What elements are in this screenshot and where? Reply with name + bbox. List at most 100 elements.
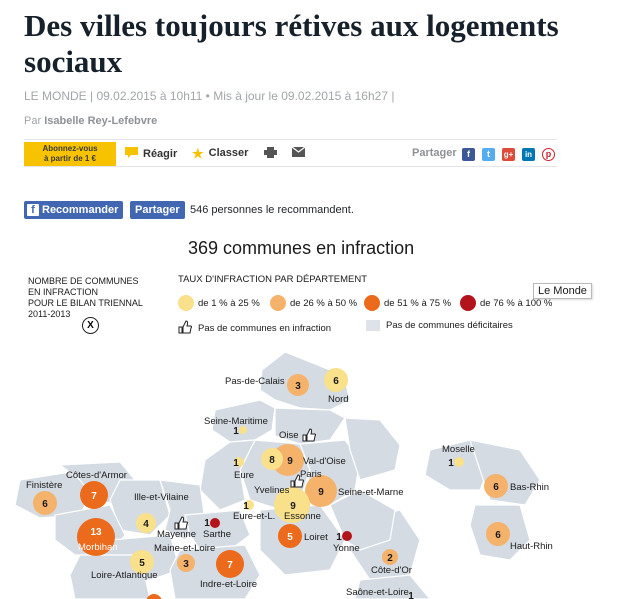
count-maine-et-loire: 3 <box>183 559 189 570</box>
bubble-morbihan[interactable] <box>77 518 115 556</box>
classer-button[interactable]: ★ Classer <box>192 147 249 160</box>
legend-dot <box>270 295 286 311</box>
bubble-ille-et-vilaine[interactable] <box>136 513 156 533</box>
legend-rate-label: de 1 % à 25 % <box>198 297 260 309</box>
bubble-seine-et-marne[interactable] <box>305 475 337 507</box>
count-eure: 1 <box>233 458 239 469</box>
label-seine-et-marne: Seine-et-Marne <box>338 487 403 498</box>
thumbs-up-markers <box>174 428 316 530</box>
comment-icon <box>125 147 138 161</box>
label-val-d-oise: Val-d'Oise <box>303 456 346 467</box>
count-cotes-d-armor: 7 <box>91 491 97 502</box>
bubble-moselle[interactable] <box>454 457 464 467</box>
count-yonne: 1 <box>336 532 342 543</box>
label-ille-et-vilaine-1: Ille-et-Vilaine <box>134 492 189 503</box>
count-moselle: 1 <box>448 458 454 469</box>
bubble-sarthe[interactable] <box>210 518 220 528</box>
count-eure-et-l: 1 <box>243 501 249 512</box>
label-eure: Eure <box>234 470 254 481</box>
count-sarthe: 1 <box>204 518 210 529</box>
article-toolbar: Abonnez-vous à partir de 1 € Réagir ★ Cl… <box>24 139 557 167</box>
bubble-yvelines[interactable] <box>261 448 283 470</box>
bubble-cote-d-or[interactable] <box>382 549 398 565</box>
bubble-haut-rhin[interactable] <box>486 522 510 546</box>
label-moselle: Moselle <box>442 444 475 455</box>
bubble-finistere[interactable] <box>33 491 57 515</box>
facebook-icon: f <box>27 204 39 216</box>
count-bas-rhin: 6 <box>493 482 499 493</box>
france-map[interactable]: 3 6 1 9 1 8 9 9 1 6 7 4 13 1 3 5 7 5 1 1… <box>0 340 620 599</box>
label-cote-d-or: Côte-d'Or <box>371 565 412 576</box>
classer-label: Classer <box>208 147 249 159</box>
count-loire-atlantique: 5 <box>139 558 145 569</box>
label-loire-atlantique: Loire-Atlantique <box>91 570 158 581</box>
count-cote-d-or: 2 <box>387 553 393 564</box>
thumbs-up-icon <box>302 428 316 442</box>
author-name[interactable]: Isabelle Rey-Lefebvre <box>44 115 158 127</box>
count-indre-et-loire: 7 <box>227 560 233 571</box>
bubble-cotes-d-armor[interactable] <box>80 481 108 509</box>
legend-rate-4: de 76 % à 100 % <box>460 295 552 311</box>
legend-caption-line: Nombre de communes <box>28 276 139 286</box>
label-yvelines: Yvelines <box>254 485 290 496</box>
count-ille-et-vilaine: 4 <box>143 519 149 530</box>
legend-caption-line: 2011-2013 <box>28 309 71 319</box>
facebook-recommend-button[interactable]: f Recommander <box>24 201 124 219</box>
bubble-maine-et-loire[interactable] <box>177 554 195 572</box>
label-finistere: Finistère <box>26 480 62 491</box>
close-icon[interactable]: X <box>82 317 99 334</box>
share-label: Partager <box>412 147 457 159</box>
legend-caption-line: pour le bilan triennal <box>28 298 143 308</box>
subscribe-line-2: à partir de 1 € <box>43 154 97 163</box>
bubble-nord[interactable] <box>324 368 348 392</box>
legend-rate-3: de 51 % à 75 % <box>364 295 451 311</box>
bubble-eure-et-l[interactable] <box>244 500 254 510</box>
mail-icon[interactable] <box>292 147 305 157</box>
bubble-loiret[interactable] <box>278 524 302 548</box>
bubble-yonne[interactable] <box>342 531 352 541</box>
label-bas-rhin: Bas-Rhin <box>510 482 549 493</box>
count-haut-rhin: 6 <box>495 530 501 541</box>
bubble-loire-atlantique[interactable] <box>130 550 154 574</box>
legend-no-infraction: Pas de communes en infraction <box>178 320 331 337</box>
label-essonne: Essonne <box>284 511 321 522</box>
label-mayenne: Mayenne <box>157 529 196 540</box>
legend-dot <box>364 295 380 311</box>
label-nord: Nord <box>328 394 349 405</box>
legend-caption-line: en infraction <box>28 287 99 297</box>
facebook-share-button[interactable]: Partager <box>130 201 185 219</box>
bubble-indre-et-loire[interactable] <box>216 550 244 578</box>
twitter-icon[interactable]: t <box>482 148 495 161</box>
legend-dot <box>460 295 476 311</box>
subscribe-line-1: Abonnez-vous <box>42 144 98 153</box>
thumbs-up-icon <box>174 516 188 530</box>
count-finistere: 6 <box>42 499 48 510</box>
count-seine-maritime: 1 <box>233 426 239 437</box>
article-title: Des villes toujours rétives aux logement… <box>24 8 559 79</box>
legend-rate-label: de 26 % à 50 % <box>290 297 358 309</box>
label-morbihan: Morbihan <box>78 542 118 553</box>
bubble-bas-rhin[interactable] <box>484 474 508 498</box>
react-button[interactable]: Réagir <box>125 147 177 161</box>
label-haut-rhin: Haut-Rhin <box>510 541 553 552</box>
label-oise: Oise <box>279 430 299 441</box>
googleplus-icon[interactable]: g+ <box>502 148 515 161</box>
legend-dot <box>178 295 194 311</box>
bubble-seine-maritime[interactable] <box>239 426 247 434</box>
label-paris: Paris <box>300 469 322 480</box>
facebook-icon[interactable]: f <box>462 148 475 161</box>
react-label: Réagir <box>143 148 178 160</box>
count-seine-et-marne: 9 <box>318 487 324 498</box>
subscribe-button[interactable]: Abonnez-vous à partir de 1 € <box>24 142 116 166</box>
print-icon[interactable] <box>264 147 277 158</box>
bubble-eure[interactable] <box>234 457 244 467</box>
bubble-partial <box>146 594 162 599</box>
bubble-essonne[interactable] <box>274 487 310 523</box>
department-labels: Pas-de-Calais Nord Seine-Maritime Oise V… <box>26 376 553 598</box>
label-indre-et-loire: Indre-et-Loire <box>200 579 257 590</box>
count-nord: 6 <box>333 376 339 387</box>
linkedin-icon[interactable]: in <box>522 148 535 161</box>
legend-rate-2: de 26 % à 50 % <box>270 295 357 311</box>
pinterest-icon[interactable]: p <box>542 148 555 161</box>
bubble-pas-de-calais[interactable] <box>287 374 309 396</box>
